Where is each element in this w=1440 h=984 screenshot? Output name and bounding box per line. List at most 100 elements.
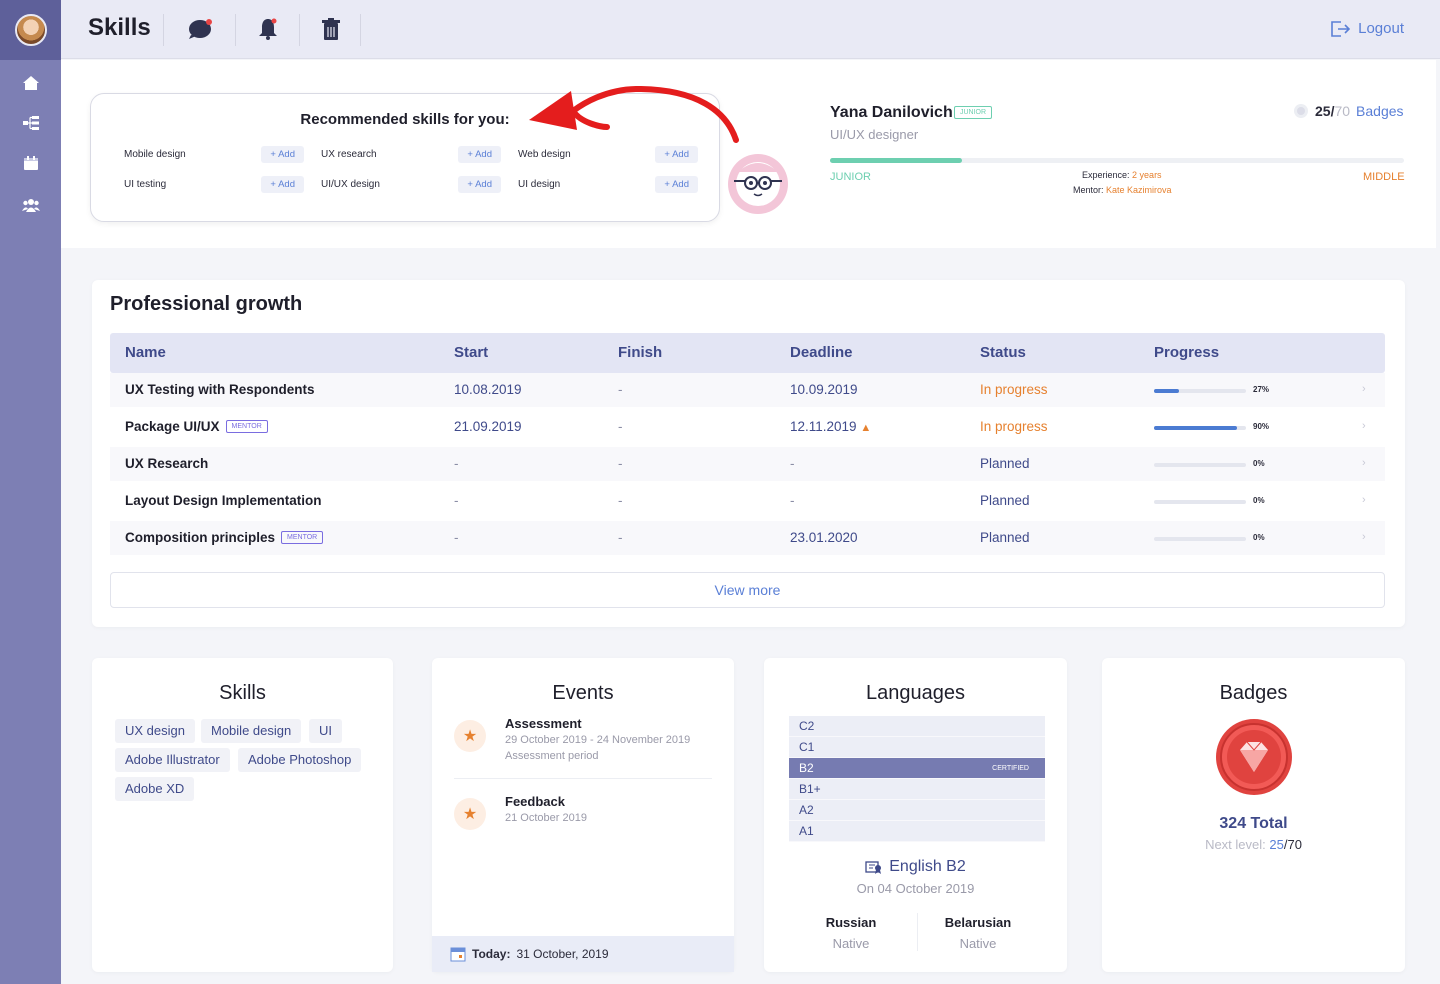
skill-chip[interactable]: Adobe XD bbox=[115, 777, 195, 801]
recommended-item: Mobile design + Add bbox=[124, 144, 304, 164]
badges-summary[interactable]: 25/70 Badges bbox=[1293, 103, 1404, 119]
red-arrow-annotation bbox=[529, 85, 739, 143]
chat-icon[interactable] bbox=[187, 15, 215, 43]
skill-chip[interactable]: Adobe Photoshop bbox=[238, 748, 362, 772]
today-value: 31 October, 2019 bbox=[516, 947, 609, 961]
language-level-row: A2 bbox=[789, 800, 1045, 821]
row-name-text: Package UI/UX bbox=[125, 419, 220, 434]
certified-tag: CERTIFIED bbox=[992, 765, 1029, 772]
language-level-row-active: B2 CERTIFIED bbox=[789, 758, 1045, 779]
recommended-item: Web design + Add bbox=[518, 144, 698, 164]
row-name: UX Testing with Respondents bbox=[125, 382, 315, 397]
table-row[interactable]: UX Testing with Respondents 10.08.2019 - 10… bbox=[110, 373, 1385, 407]
row-deadline: 10.09.2019 bbox=[790, 382, 858, 397]
today-bar: Today: 31 October, 2019 bbox=[432, 936, 734, 972]
column-header-name[interactable]: Name bbox=[125, 344, 166, 361]
hierarchy-icon[interactable] bbox=[18, 112, 44, 134]
current-level: JUNIOR bbox=[830, 171, 871, 183]
view-more-button[interactable]: View more bbox=[110, 572, 1385, 608]
column-header-finish[interactable]: Finish bbox=[618, 344, 663, 361]
mascot-icon bbox=[728, 154, 788, 214]
recommended-label: UX research bbox=[321, 148, 377, 160]
column-header-deadline[interactable]: Deadline bbox=[790, 344, 853, 361]
home-icon[interactable] bbox=[18, 72, 44, 94]
row-finish: - bbox=[618, 382, 623, 397]
row-progress-label: 0% bbox=[1253, 496, 1265, 505]
add-skill-button[interactable]: + Add bbox=[655, 145, 698, 163]
event-date: 29 October 2019 - 24 November 2019 bbox=[505, 734, 691, 746]
row-start: - bbox=[454, 493, 459, 508]
recommended-item: UI design + Add bbox=[518, 174, 698, 194]
trash-icon[interactable] bbox=[317, 15, 345, 43]
recommended-skills-card: Recommended skills for you: Mobile desig… bbox=[90, 93, 720, 222]
row-progress-bar bbox=[1154, 500, 1246, 504]
row-finish: - bbox=[618, 493, 623, 508]
skill-chip[interactable]: UX design bbox=[115, 719, 195, 743]
recommended-label: UI/UX design bbox=[321, 178, 380, 190]
row-name: UX Research bbox=[125, 456, 208, 471]
professional-growth-card: Professional growth Name Start Finish De… bbox=[92, 280, 1405, 627]
bell-icon[interactable] bbox=[254, 15, 282, 43]
chevron-right-icon[interactable]: › bbox=[1362, 457, 1366, 469]
language-name: Russian bbox=[825, 915, 877, 930]
chevron-right-icon[interactable]: › bbox=[1362, 494, 1366, 506]
badge-icon bbox=[1294, 104, 1308, 118]
recommended-label: Web design bbox=[518, 148, 571, 160]
row-progress-label: 0% bbox=[1253, 459, 1265, 468]
logout-button[interactable]: Logout bbox=[1330, 20, 1404, 37]
calendar-icon[interactable] bbox=[18, 152, 44, 174]
column-header-start[interactable]: Start bbox=[454, 344, 489, 361]
experience: Experience: 2 years bbox=[1082, 170, 1162, 180]
skill-chip[interactable]: UI bbox=[309, 719, 342, 743]
badges-next-level: Next level: 25/70 bbox=[1102, 837, 1405, 852]
level-badge: JUNIOR bbox=[954, 106, 993, 119]
skill-chip[interactable]: Mobile design bbox=[201, 719, 302, 743]
language-item: Russian Native bbox=[801, 915, 901, 951]
add-skill-button[interactable]: + Add bbox=[261, 145, 304, 163]
language-level-scale: C2 C1 B2 CERTIFIED B1+ A2 A1 bbox=[789, 716, 1045, 842]
row-progress-bar bbox=[1154, 389, 1246, 393]
row-progress-label: 0% bbox=[1253, 533, 1265, 542]
row-deadline: - bbox=[790, 493, 795, 508]
table-row[interactable]: Package UI/UX MENTOR 21.09.2019 - 12.11.2019… bbox=[110, 410, 1385, 444]
mentor-value[interactable]: Kate Kazimirova bbox=[1106, 185, 1172, 195]
chevron-right-icon[interactable]: › bbox=[1362, 531, 1366, 543]
avatar[interactable] bbox=[14, 14, 47, 46]
profile-header: Recommended skills for you: Mobile desig… bbox=[61, 60, 1436, 248]
table-header: Name Start Finish Deadline Status Progre… bbox=[110, 333, 1385, 373]
row-progress-label: 27% bbox=[1253, 385, 1270, 394]
column-header-progress[interactable]: Progress bbox=[1154, 344, 1220, 361]
level-progress-bar bbox=[830, 158, 1404, 163]
table-row[interactable]: UX Research - - - Planned 0% › bbox=[110, 447, 1385, 481]
add-skill-button[interactable]: + Add bbox=[458, 175, 501, 193]
next-level-current: 25 bbox=[1269, 837, 1284, 852]
event-title: Assessment bbox=[505, 716, 582, 731]
divider bbox=[163, 14, 164, 46]
table-row[interactable]: Composition principles MENTOR - - 23.01.2020… bbox=[110, 521, 1385, 555]
chevron-right-icon[interactable]: › bbox=[1362, 383, 1366, 395]
badges-card: Badges 324 Total Next level: 25/70 bbox=[1102, 658, 1405, 972]
star-icon: ★ bbox=[454, 798, 486, 830]
row-status: Planned bbox=[980, 456, 1030, 471]
row-deadline: - bbox=[790, 456, 795, 471]
star-icon: ★ bbox=[454, 720, 486, 752]
add-skill-button[interactable]: + Add bbox=[261, 175, 304, 193]
row-name-text: UX Research bbox=[125, 456, 209, 471]
logout-icon bbox=[1331, 20, 1351, 37]
add-skill-button[interactable]: + Add bbox=[655, 175, 698, 193]
skill-chip[interactable]: Adobe Illustrator bbox=[115, 748, 230, 772]
team-icon[interactable] bbox=[18, 194, 44, 216]
recommended-label: UI design bbox=[518, 178, 561, 190]
add-skill-button[interactable]: + Add bbox=[458, 145, 501, 163]
row-start: - bbox=[454, 530, 459, 545]
languages-title: Languages bbox=[866, 682, 965, 704]
column-header-status[interactable]: Status bbox=[980, 344, 1026, 361]
language-level: Native bbox=[832, 936, 870, 951]
row-finish: - bbox=[618, 419, 623, 434]
table-row[interactable]: Layout Design Implementation - - - Planned 0%… bbox=[110, 484, 1385, 518]
events-card: Events ★ Assessment 29 October 2019 - 24… bbox=[432, 658, 734, 972]
chevron-right-icon[interactable]: › bbox=[1362, 420, 1366, 432]
row-start: - bbox=[454, 456, 459, 471]
ruby-badge-icon[interactable] bbox=[1213, 715, 1295, 799]
row-finish: - bbox=[618, 530, 623, 545]
